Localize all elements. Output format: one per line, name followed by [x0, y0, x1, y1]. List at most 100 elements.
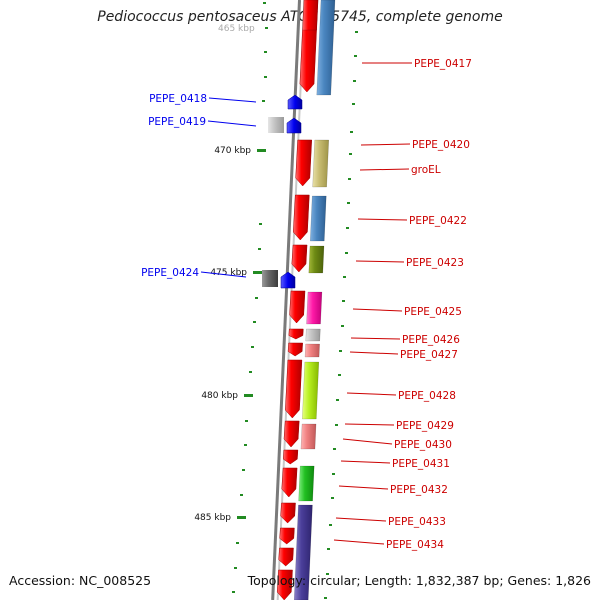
reverse-gene-label: PEPE_0424 — [141, 267, 199, 279]
cds-arrow — [285, 359, 303, 419]
forward-gene-label: PEPE_0429 — [396, 420, 454, 432]
major-tick — [237, 516, 246, 519]
label-leader — [350, 337, 401, 340]
minor-tick — [265, 27, 268, 29]
minor-tick — [348, 178, 351, 180]
forward-gene-label: PEPE_0428 — [398, 390, 456, 402]
minor-tick — [249, 371, 252, 373]
reverse-gene-block — [262, 270, 278, 287]
major-tick — [253, 271, 262, 274]
label-leader — [335, 517, 387, 522]
label-leader — [346, 392, 397, 396]
cds-arrow — [287, 342, 303, 357]
gene-block — [302, 361, 320, 420]
forward-gene-label: groEL — [411, 164, 441, 176]
minor-tick — [354, 55, 357, 57]
minor-tick — [333, 448, 336, 450]
forward-gene-label: PEPE_0423 — [406, 257, 464, 269]
cds-arrow — [291, 244, 308, 273]
gene-block — [298, 465, 315, 502]
reverse-cds-arrow — [287, 94, 303, 110]
minor-tick — [245, 420, 248, 422]
minor-tick — [350, 131, 353, 133]
reverse-cds-arrow — [280, 271, 296, 289]
major-tick — [257, 149, 266, 152]
minor-tick — [335, 424, 338, 426]
minor-tick — [338, 374, 341, 376]
forward-gene-label: PEPE_0431 — [392, 458, 450, 470]
cds-arrow — [295, 139, 313, 187]
forward-gene-label: PEPE_0422 — [409, 215, 467, 227]
gene-block — [300, 423, 317, 450]
minor-tick — [347, 202, 350, 204]
minor-tick — [258, 248, 261, 250]
scale-label: 470 kbp — [214, 146, 251, 156]
minor-tick — [251, 346, 254, 348]
reverse-gene-label: PEPE_0418 — [149, 93, 207, 105]
gene-block — [293, 504, 313, 600]
minor-tick — [342, 300, 345, 302]
gene-block — [302, 0, 319, 31]
cds-arrow — [281, 467, 298, 498]
label-leader — [355, 260, 405, 263]
gene-block — [306, 291, 323, 325]
scale-label: 480 kbp — [201, 391, 238, 401]
minor-tick — [232, 591, 235, 593]
minor-tick — [329, 524, 332, 526]
minor-tick — [253, 321, 256, 323]
forward-gene-label: PEPE_0432 — [390, 484, 448, 496]
cds-arrow — [289, 290, 306, 324]
forward-gene-label: PEPE_0433 — [388, 516, 446, 528]
minor-tick — [346, 227, 349, 229]
forward-gene-labels: PEPE_0417 PEPE_0420 groEL PEPE_0422 PEPE_042… — [333, 58, 472, 551]
cds-arrow — [278, 547, 294, 567]
topology-text: Topology: circular; Length: 1,832,387 bp… — [247, 573, 591, 588]
gene-block — [304, 343, 320, 358]
scale-label: 475 kbp — [210, 268, 247, 278]
cds-arrow — [280, 502, 296, 524]
label-leader — [342, 438, 393, 445]
cds-arrow — [282, 449, 299, 465]
gene-block — [316, 0, 336, 96]
minor-tick — [255, 297, 258, 299]
minor-tick — [324, 597, 327, 599]
label-leader — [208, 97, 257, 103]
reverse-gene-block — [268, 117, 284, 133]
forward-gene-label: PEPE_0425 — [404, 306, 462, 318]
minor-tick — [236, 542, 239, 544]
forward-gene-label: PEPE_0430 — [394, 439, 452, 451]
label-leader — [352, 308, 403, 312]
reverse-gene-labels: PEPE_0418 PEPE_0419 PEPE_0424 — [141, 93, 257, 279]
label-leader — [207, 120, 257, 127]
minor-tick — [264, 51, 267, 53]
label-leader — [338, 485, 389, 490]
minor-tick — [234, 567, 237, 569]
label-leader — [360, 143, 411, 146]
forward-gene-label: PEPE_0426 — [402, 334, 460, 346]
cds-arrow — [283, 420, 300, 448]
minor-tick — [349, 153, 352, 155]
gene-features — [262, 0, 336, 600]
minor-tick — [336, 399, 339, 401]
minor-tick — [263, 2, 266, 4]
minor-tick — [244, 444, 247, 446]
minor-tick — [331, 497, 334, 499]
major-tick — [244, 394, 253, 397]
forward-gene-label: PEPE_0434 — [386, 539, 444, 551]
minor-tick — [242, 469, 245, 471]
cds-arrow — [293, 194, 310, 241]
gene-block — [312, 139, 330, 188]
label-leader — [340, 460, 391, 464]
scale-label-partial: 465 kbp — [218, 24, 255, 34]
minor-tick — [343, 276, 346, 278]
scale-label: 485 kbp — [194, 513, 231, 523]
cds-arrow — [288, 328, 304, 340]
minor-tick — [259, 223, 262, 225]
minor-tick — [355, 31, 358, 33]
minor-tick — [339, 350, 342, 352]
gene-block — [309, 195, 327, 242]
minor-tick — [327, 548, 330, 550]
label-leader — [200, 271, 247, 278]
accession-text: Accession: NC_008525 — [9, 573, 152, 588]
